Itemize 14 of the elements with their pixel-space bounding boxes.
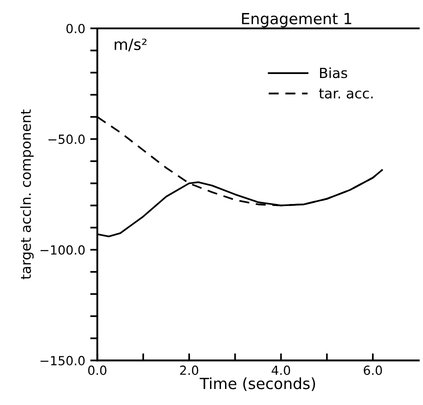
x-tick-label: 0.0 (88, 366, 106, 375)
chart-title: Engagement 1 (242, 13, 352, 28)
y-axis-title: target accln. component (20, 109, 34, 280)
legend-label: Bias (320, 67, 348, 78)
annotation: m/s² (114, 38, 147, 52)
y-tick-label: −150.0 (40, 356, 85, 366)
y-tick-label: −100.0 (40, 245, 85, 255)
y-tick-label: 0.0 (66, 24, 85, 34)
x-tick-label: 4.0 (272, 366, 290, 375)
y-tick-label: −50.0 (48, 134, 85, 144)
x-tick-label: 2.0 (180, 366, 198, 375)
legend-label: tar. acc. (319, 88, 373, 99)
x-tick-label: 6.0 (364, 366, 382, 375)
x-axis-title: Time (seconds) (200, 377, 316, 392)
